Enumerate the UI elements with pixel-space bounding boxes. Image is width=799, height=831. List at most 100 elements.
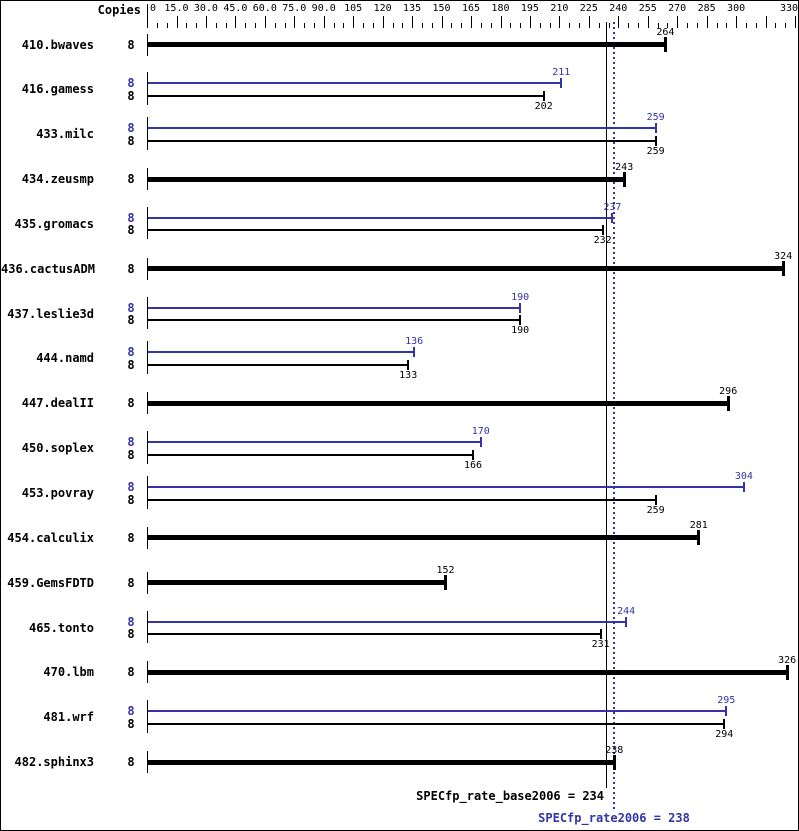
axis-major-tick: [706, 16, 708, 28]
axis-minor-tick: [667, 23, 669, 28]
axis-minor-tick: [608, 23, 610, 28]
base-value-label: 264: [656, 27, 675, 38]
base-bar: [148, 139, 656, 142]
base-bar-endcap: [622, 171, 626, 187]
axis-minor-tick: [637, 23, 639, 28]
peak-bar: [148, 351, 415, 354]
axis-tick-label: 135: [403, 3, 422, 14]
copies-value: 8: [127, 396, 135, 411]
axis-tick-label: 180: [491, 3, 510, 14]
axis-minor-tick: [726, 23, 728, 28]
axis-tick-label: 300: [727, 3, 746, 14]
axis-minor-tick: [716, 23, 718, 28]
base-bar: [148, 759, 615, 765]
copies-value-peak: 8: [127, 480, 135, 494]
base-value-label: 259: [646, 504, 665, 516]
axis-minor-tick: [520, 23, 522, 28]
base-bar-endcap: [407, 359, 410, 370]
benchmark-label: 470.lbm: [43, 665, 94, 680]
base-value-label: 166: [463, 459, 483, 471]
axis-minor-tick: [775, 23, 777, 28]
row-axis-segment: [147, 431, 148, 464]
axis-major-tick: [441, 16, 443, 28]
axis-major-tick: [264, 16, 266, 28]
base-value-label: 152: [436, 565, 455, 577]
peak-bar-endcap: [611, 212, 614, 223]
axis-minor-tick: [785, 23, 787, 28]
axis-tick-label: 75.0: [282, 3, 307, 14]
benchmark-label: 444.namd: [36, 351, 94, 366]
row-axis-segment: [147, 661, 148, 684]
base-value-label: 296: [719, 385, 738, 397]
peak-bar: [148, 216, 613, 219]
row-axis-segment: [147, 751, 148, 774]
row-axis-segment: [147, 168, 148, 191]
benchmark-label: 434.zeusmp: [21, 172, 94, 187]
row-axis-segment: [147, 257, 148, 280]
axis-minor-tick: [687, 23, 688, 28]
axis-minor-tick: [539, 23, 541, 28]
axis-major-tick: [382, 16, 384, 28]
axis-tick-label: 15.0: [164, 3, 189, 14]
peak-bar-endcap: [519, 302, 522, 313]
base-value-label: 238: [605, 744, 624, 756]
axis-major-tick: [412, 16, 414, 28]
copies-value-peak: 8: [127, 614, 135, 629]
benchmark-label: 450.soplex: [21, 441, 94, 456]
benchmark-label: 437.leslie3d: [7, 306, 94, 321]
row-axis-segment: [147, 117, 148, 150]
benchmark-label: 453.povray: [21, 486, 94, 500]
base-bar: [148, 498, 656, 501]
peak-bar-endcap: [725, 706, 728, 717]
axis-major-tick: [677, 16, 679, 28]
base-bar: [148, 266, 784, 272]
peak-value-label: 237: [603, 201, 622, 213]
axis-minor-tick: [372, 23, 374, 28]
base-value-label: 231: [591, 639, 610, 651]
axis-tick-label: 150: [432, 3, 451, 14]
axis-minor-tick: [402, 23, 404, 28]
axis-minor-tick: [274, 23, 276, 28]
peak-bar-endcap: [625, 616, 628, 627]
axis-minor-tick: [579, 23, 580, 28]
axis-tick-label: 330: [779, 3, 798, 14]
base-value-label: 326: [778, 654, 797, 666]
axis-tick-label: 60.0: [252, 3, 277, 14]
axis-major-tick: [559, 16, 561, 28]
base-rate-summary-label: SPECfp_rate_base2006 = 234: [416, 789, 604, 803]
row-axis-segment: [147, 392, 148, 415]
axis-minor-tick: [549, 23, 551, 28]
copies-value-peak: 8: [127, 210, 135, 225]
axis-tick-label: 90.0: [311, 3, 336, 14]
axis-minor-tick: [363, 23, 364, 28]
base-bar: [148, 453, 473, 456]
copies-value-base: 8: [127, 223, 135, 238]
base-bar: [148, 722, 725, 725]
axis-major-tick: [736, 16, 738, 28]
copies-value-peak: 8: [127, 300, 135, 315]
peak-bar: [148, 620, 627, 623]
axis-minor-tick: [196, 23, 198, 28]
base-bar-endcap: [519, 315, 522, 326]
row-axis-segment: [147, 476, 148, 509]
peak-value-label: 211: [552, 67, 571, 79]
copies-value-peak: 8: [127, 121, 135, 136]
axis-tick-label: 255: [638, 3, 657, 14]
copies-column-header: Copies: [97, 3, 141, 17]
benchmark-label: 481.wrf: [43, 710, 94, 725]
base-bar: [148, 535, 699, 541]
base-bar: [148, 580, 446, 586]
base-bar: [148, 400, 729, 406]
base-bar-endcap: [726, 395, 730, 411]
base-bar-endcap: [654, 135, 657, 146]
benchmark-label: 436.cactusADM: [1, 261, 95, 276]
copies-value: 8: [127, 261, 135, 276]
axis-major-tick: [205, 16, 207, 28]
base-value-label: 281: [689, 520, 708, 532]
base-bar: [148, 229, 603, 232]
benchmark-label: 410.bwaves: [21, 37, 94, 52]
copies-value: 8: [127, 530, 135, 545]
benchmark-label: 465.tonto: [28, 620, 94, 635]
axis-minor-tick: [451, 23, 453, 28]
base-bar-endcap: [599, 629, 602, 640]
